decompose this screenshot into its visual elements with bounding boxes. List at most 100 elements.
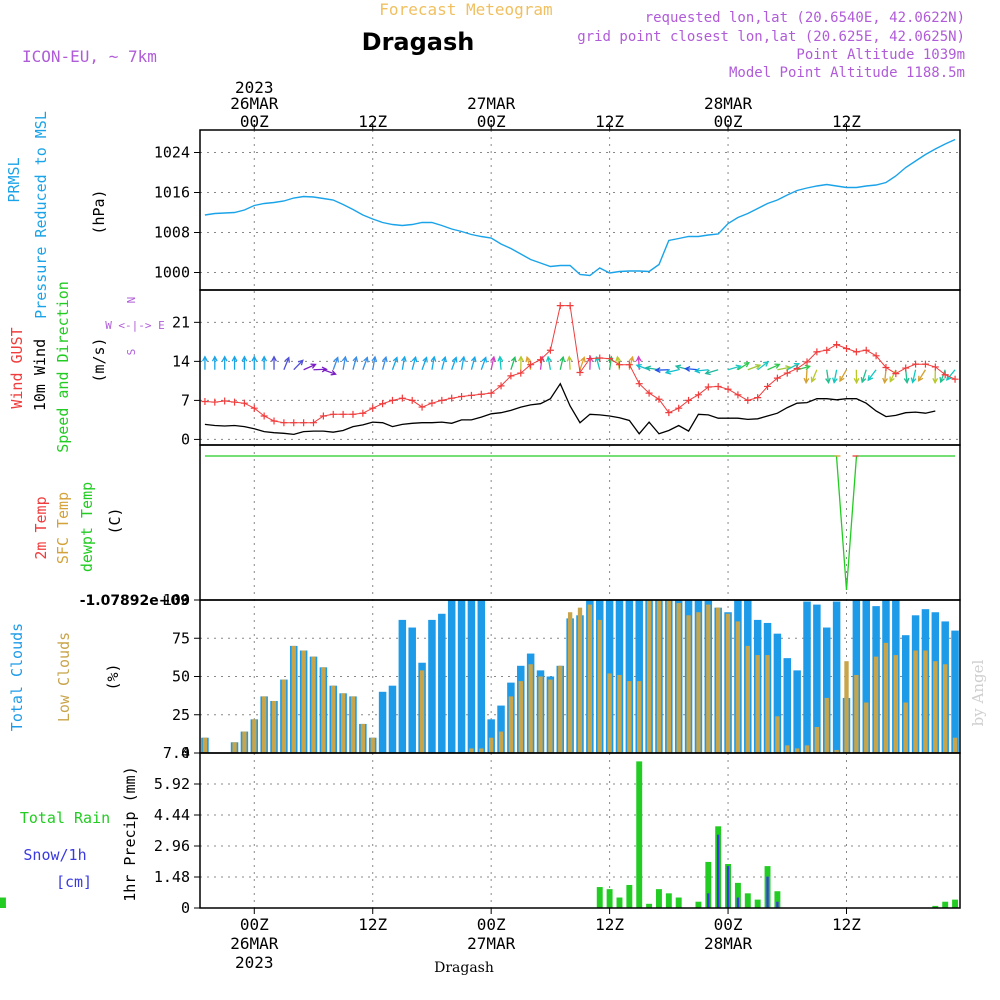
wind-direction-arrow — [767, 363, 781, 371]
rain-bar — [932, 905, 939, 908]
wind-arrow-head — [684, 366, 691, 372]
wind-direction-arrow — [860, 369, 867, 384]
low-clouds-bar — [666, 600, 672, 753]
wind-arrow-head — [497, 355, 504, 362]
wind-arrow-head — [860, 377, 867, 384]
wind-arrow-shaft — [912, 369, 917, 383]
gust-point — [250, 404, 258, 412]
wind-arrow-shaft — [421, 357, 428, 370]
total-clouds-bar — [487, 719, 495, 753]
total-clouds-bar — [823, 627, 831, 753]
gust-point — [438, 396, 446, 404]
y-tick-label: 4.44 — [154, 806, 190, 824]
total-clouds-bar — [378, 691, 387, 753]
station-title: Dragash — [362, 28, 475, 56]
wind-direction-arrow — [757, 361, 770, 371]
y-tick-label: 0 — [181, 430, 190, 448]
wind-arrow-head — [580, 356, 586, 363]
y-tick-label: 25 — [172, 706, 190, 724]
gust-point — [408, 396, 416, 404]
low-clouds-bar — [755, 655, 760, 753]
wind-direction-arrow — [853, 369, 860, 385]
wind-direction-arrow — [371, 355, 378, 370]
rain-bar — [636, 761, 643, 908]
gust-point — [310, 419, 318, 427]
wind-arrow-shaft — [757, 361, 769, 371]
rain-bar — [656, 889, 662, 908]
wind-direction-arrow — [251, 355, 258, 370]
bottom-axis-tick-label: 00Z — [714, 915, 743, 934]
wind-arrow-shaft — [460, 356, 465, 370]
total-clouds-bar — [408, 627, 416, 753]
y-tick-label: 7 — [181, 391, 190, 409]
total-clouds-bar — [783, 658, 792, 753]
wind-arrow-shaft — [940, 369, 946, 383]
wind-arrow-head — [221, 355, 228, 362]
wind-arrow-shaft — [695, 369, 709, 372]
wind-direction-arrow — [917, 369, 927, 382]
y-tick-label: 1.48 — [154, 868, 190, 886]
requested-coords: requested lon,lat (20.6540E, 42.0622N) — [645, 10, 965, 26]
low-clouds-bar — [370, 737, 375, 753]
gust-point — [803, 358, 811, 366]
wind-direction-arrow — [704, 369, 719, 376]
wind-arrow-shaft — [559, 356, 564, 370]
total-clouds-bar — [901, 635, 910, 753]
gust-point — [270, 417, 278, 425]
wind-unit-label: (m/s) — [90, 337, 108, 382]
wind-arrow-head — [202, 355, 208, 362]
y-tick-label: 14 — [172, 352, 190, 370]
low-clouds-bar — [834, 749, 839, 753]
gust-point — [517, 369, 525, 377]
wind-arrow-head — [939, 376, 945, 384]
wind-direction-arrow — [490, 355, 496, 370]
gust-point — [852, 348, 860, 356]
gust-point — [300, 419, 308, 427]
wind-arrow-shaft — [767, 363, 780, 371]
low-clouds-bar — [508, 696, 514, 753]
wind-arrow-shaft — [833, 369, 838, 383]
wind-direction-arrow — [932, 369, 939, 385]
wind-arrow-head — [654, 367, 661, 373]
gust-point — [675, 404, 683, 412]
wind-arrow-shaft — [883, 369, 887, 383]
gust-point — [734, 391, 742, 399]
low-clouds-bar — [340, 693, 346, 753]
gust-point — [606, 355, 614, 363]
low-clouds-bar — [607, 673, 612, 753]
compass-west-east: W <-|-> E — [105, 319, 165, 332]
wind-arrow-head — [839, 375, 845, 383]
low-clouds-bar — [528, 664, 533, 753]
low-clouds-bar — [419, 670, 425, 753]
wind-direction-arrow — [839, 369, 848, 383]
wind-arrow-shaft — [323, 369, 336, 375]
wind-direction-arrow — [684, 366, 699, 372]
gust-point — [625, 361, 633, 369]
wind-direction-arrow — [401, 355, 407, 370]
low-clouds-bar — [794, 748, 800, 753]
snow-unit-label: [cm] — [56, 873, 92, 891]
wind-arrow-head — [341, 355, 348, 362]
low-clouds-bar — [479, 748, 484, 753]
wind-arrow-shaft — [889, 369, 897, 382]
top-axis-tick-label: 00Z — [714, 112, 743, 131]
low-clouds-bar — [597, 619, 602, 753]
wind-arrow-shaft — [905, 369, 908, 383]
gust-point — [941, 371, 949, 379]
precip-panel-frame — [199, 752, 961, 909]
bottom-axis-tick-label: 28MAR — [704, 934, 753, 953]
wind-arrow-shaft — [805, 369, 808, 383]
wind-arrow-head — [241, 355, 248, 362]
gust-point — [349, 410, 357, 418]
wind-arrow-shaft — [510, 357, 516, 370]
gust-point — [201, 398, 209, 406]
wind-direction-arrow — [313, 366, 328, 373]
top-axis-tick-label: 28MAR — [704, 94, 753, 113]
low-clouds-bar — [824, 697, 829, 753]
rain-bar — [705, 861, 712, 908]
wind-direction-arrow — [271, 355, 277, 370]
gust-point — [813, 348, 821, 356]
wind-arrow-head — [460, 355, 466, 362]
wind-arrow-shaft — [867, 369, 877, 381]
low-clouds-bar — [242, 731, 247, 753]
